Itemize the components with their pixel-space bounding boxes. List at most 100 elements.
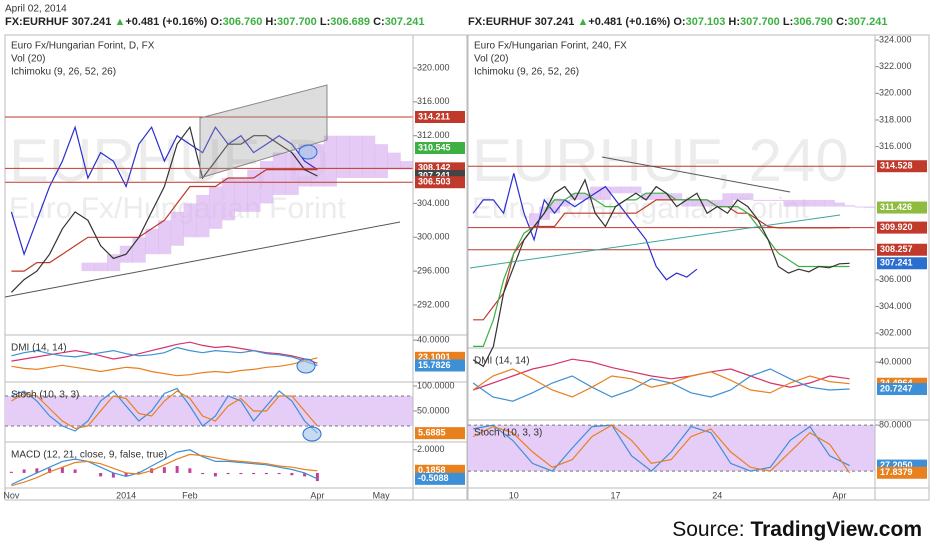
histogram-bar: [60, 467, 64, 473]
indicator-line: [11, 453, 318, 487]
panel-subtitle: Vol (20): [11, 54, 45, 65]
cloud: [549, 199, 561, 214]
indicator-line: [10, 125, 318, 293]
price-label-box: [415, 427, 465, 440]
chart: FX:EURHUF 307.241 ▲+0.481 (+0.16%) O:307…: [467, 16, 930, 501]
cloud: [196, 194, 210, 238]
x-tick-label: Feb: [182, 490, 198, 500]
price-label: 308.257: [880, 244, 913, 254]
last-price: 307.241: [72, 16, 112, 28]
indicator-line: [11, 387, 318, 434]
cloud: [651, 193, 662, 200]
histogram-bar: [9, 471, 13, 473]
cloud: [387, 152, 401, 170]
panel-title: MACD (12, 21, close, 9, false, true): [11, 450, 167, 461]
price-label: 306.503: [418, 177, 451, 187]
source-brand: TradingView.com: [750, 518, 922, 541]
price-label-box: [415, 472, 465, 485]
ohlc-value: 307.241: [848, 16, 888, 28]
source-prefix: Source:: [672, 518, 750, 541]
histogram-bar: [226, 472, 230, 475]
histogram-bar: [213, 472, 217, 477]
up-arrow: ▲: [574, 16, 588, 28]
drawings: [4, 84, 841, 298]
histogram-bar: [73, 469, 77, 473]
price-label: 308.142: [418, 163, 451, 173]
panel-title: DMI (14, 14): [474, 356, 530, 367]
price-label-box: [877, 466, 927, 479]
y-tick-label: 50.0000: [417, 405, 450, 415]
y-tick-label: 304.000: [417, 198, 450, 208]
highlight: [298, 144, 318, 160]
indicator-line: [472, 424, 851, 474]
cloud: [94, 262, 108, 272]
histogram-bar: [111, 472, 115, 478]
indicator-line: [11, 449, 318, 486]
y-tick-label: 306.000: [879, 274, 912, 284]
histogram-bar: [252, 472, 256, 475]
indicator-line: [11, 341, 318, 364]
symbol: FX:EURHUF: [5, 16, 69, 28]
price-label: 23.1001: [418, 352, 451, 362]
trend-line: [601, 156, 791, 193]
cloud: [559, 199, 571, 207]
cloud: [374, 144, 388, 179]
price-label: 17.8379: [880, 467, 913, 477]
cloud: [170, 211, 184, 246]
change: +0.481 (+0.16%): [125, 16, 207, 28]
ohlc-value: 306.689: [330, 16, 370, 28]
cloud: [854, 206, 866, 208]
price-label: 309.920: [880, 222, 913, 232]
price-label: 307.241: [418, 170, 451, 180]
histogram-bar: [303, 472, 307, 477]
chart: FX:EURHUF 307.241 ▲+0.481 (+0.16%) O: 306…: [3, 16, 468, 501]
indicator-line: [11, 357, 318, 377]
y-tick-label: 304.000: [879, 301, 912, 311]
quote: FX:EURHUF 307.241 ▲+0.481 (+0.16%) O: 306…: [5, 16, 424, 28]
last-price: 307.241: [535, 16, 575, 28]
indicator-line: [472, 173, 698, 281]
cloud: [773, 199, 784, 201]
price-label-box: [877, 221, 927, 234]
cloud: [702, 199, 713, 207]
histogram-bar: [48, 468, 52, 473]
cloud: [691, 199, 703, 207]
y-tick-label: 316.000: [417, 96, 450, 106]
histogram-bar: [22, 469, 26, 473]
date: April 02, 2014: [5, 4, 67, 15]
cloud: [247, 169, 261, 212]
cloud: [209, 186, 223, 229]
price-label: 20.7247: [880, 383, 913, 393]
ohlc-label: C:: [373, 16, 385, 28]
up-arrow: ▲: [111, 16, 125, 28]
histogram-bar: [99, 472, 103, 477]
y-tick-label: 40.0000: [879, 356, 912, 366]
trend-line: [469, 214, 841, 269]
cloud: [793, 199, 805, 207]
y-tick-label: 316.000: [879, 141, 912, 151]
price-label-box: [877, 243, 927, 256]
cloud: [630, 186, 642, 194]
cloud: [803, 199, 815, 207]
ohlc-label: O:: [210, 16, 222, 28]
panel-subtitle: Vol (20): [474, 54, 508, 65]
ohlc-value: 307.241: [385, 16, 425, 28]
cloud: [529, 213, 540, 227]
x-tick-label: 2014: [116, 490, 136, 500]
price-label: 15.7826: [418, 360, 451, 370]
ohlc-value: 307.103: [686, 16, 726, 28]
cloud: [183, 203, 197, 238]
highlight: [296, 358, 316, 374]
cloud: [722, 193, 734, 207]
ohlc-label: H:: [265, 16, 277, 28]
indicator-line: [472, 368, 850, 398]
panel-title: Euro Fx/Hungarian Forint, 240, FX: [474, 41, 627, 52]
histogram-bar: [239, 472, 243, 475]
trend-line: [4, 221, 401, 298]
price-label: 27.2050: [880, 460, 913, 470]
cloud: [712, 199, 723, 207]
panel: 100.0000 50.0000 5.6885 Stoch (10, 3, 3): [5, 380, 467, 443]
x-tick-label: 17: [611, 490, 621, 500]
